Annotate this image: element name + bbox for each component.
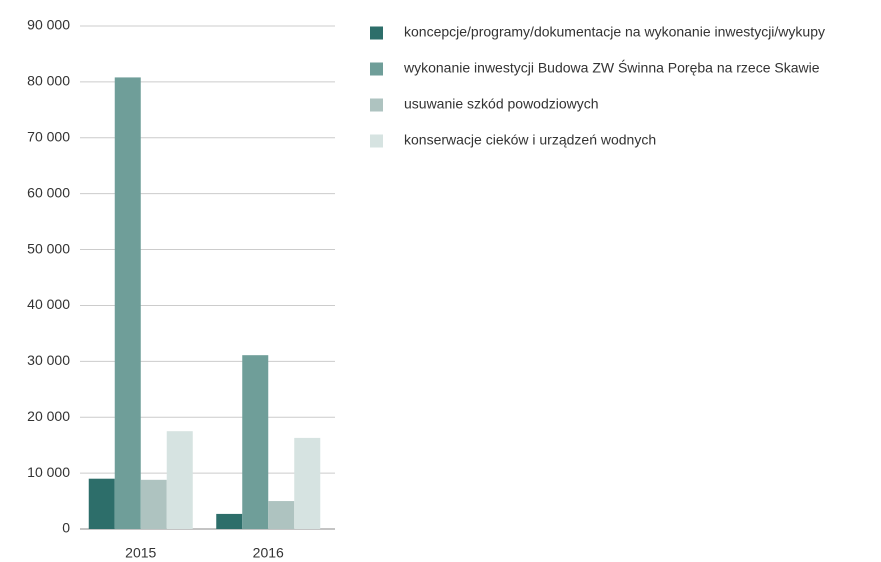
legend-label: usuwanie szkód powodziowych	[404, 96, 599, 112]
bar	[114, 77, 141, 529]
y-tick-label: 90 000	[27, 17, 70, 33]
legend-label: wykonanie inwestycji Budowa ZW Świnna Po…	[403, 59, 820, 76]
y-tick-label: 70 000	[27, 128, 70, 144]
bar	[294, 437, 321, 529]
y-tick-label: 40 000	[27, 296, 70, 312]
bar	[88, 478, 115, 529]
y-tick-label: 80 000	[27, 73, 70, 89]
y-tick-label: 20 000	[27, 408, 70, 424]
y-tick-label: 30 000	[27, 352, 70, 368]
bar	[268, 501, 295, 529]
y-tick-label: 10 000	[27, 464, 70, 480]
y-tick-label: 60 000	[27, 184, 70, 200]
bar	[166, 431, 193, 529]
legend-swatch	[370, 62, 383, 76]
legend-label: konserwacje cieków i urządzeń wodnych	[404, 132, 656, 148]
y-tick-label: 50 000	[27, 240, 70, 256]
legend-label: koncepcje/programy/dokumentacje na wykon…	[404, 24, 825, 40]
legend-swatch	[370, 134, 383, 148]
legend-swatch	[370, 26, 383, 40]
legend-swatch	[370, 98, 383, 112]
bar	[242, 355, 269, 529]
y-tick-label: 0	[62, 520, 70, 536]
bar	[216, 513, 243, 529]
x-tick-label: 2015	[125, 545, 156, 561]
bar	[140, 479, 167, 529]
x-tick-label: 2016	[253, 545, 284, 561]
